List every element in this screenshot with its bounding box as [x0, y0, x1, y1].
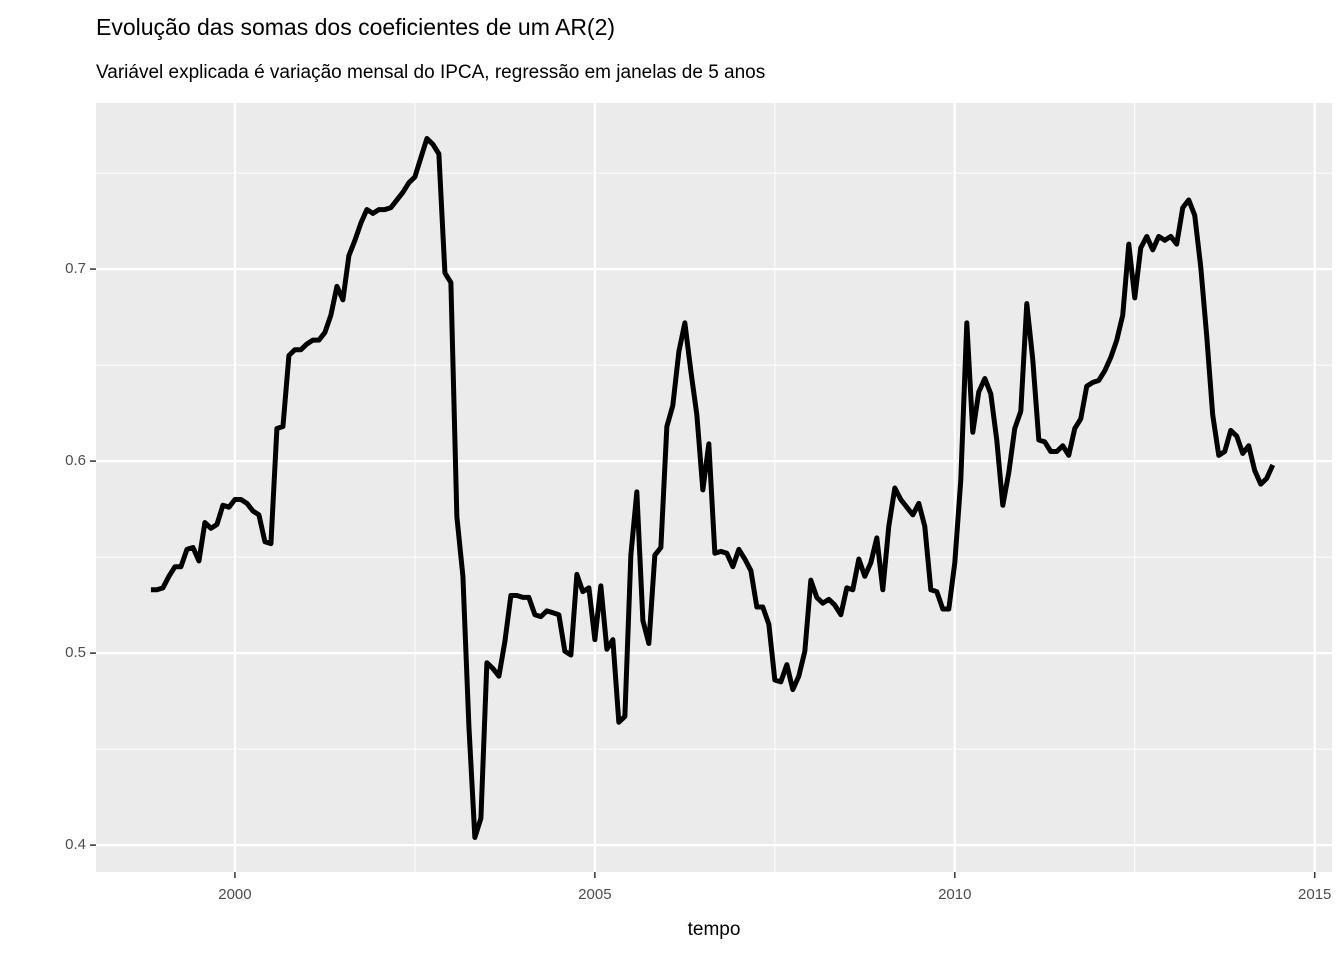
x-tick-label: 2005 — [578, 886, 611, 903]
chart-subtitle: Variável explicada é variação mensal do … — [96, 62, 765, 83]
x-tick-label: 2010 — [938, 886, 971, 903]
chart-title: Evolução das somas dos coeficientes de u… — [96, 14, 615, 40]
y-tick-label: 0.5 — [65, 644, 86, 661]
data-line — [150, 136, 1276, 840]
x-axis-title: tempo — [688, 919, 741, 940]
y-tick-label: 0.4 — [65, 836, 86, 853]
marks — [150, 136, 1276, 840]
panel — [96, 103, 1332, 872]
grid — [96, 103, 1332, 872]
y-tick-label: 0.6 — [65, 452, 86, 469]
x-tick-label: 2000 — [218, 886, 251, 903]
x-tick-label: 2015 — [1298, 886, 1331, 903]
y-tick-label: 0.7 — [65, 260, 86, 277]
